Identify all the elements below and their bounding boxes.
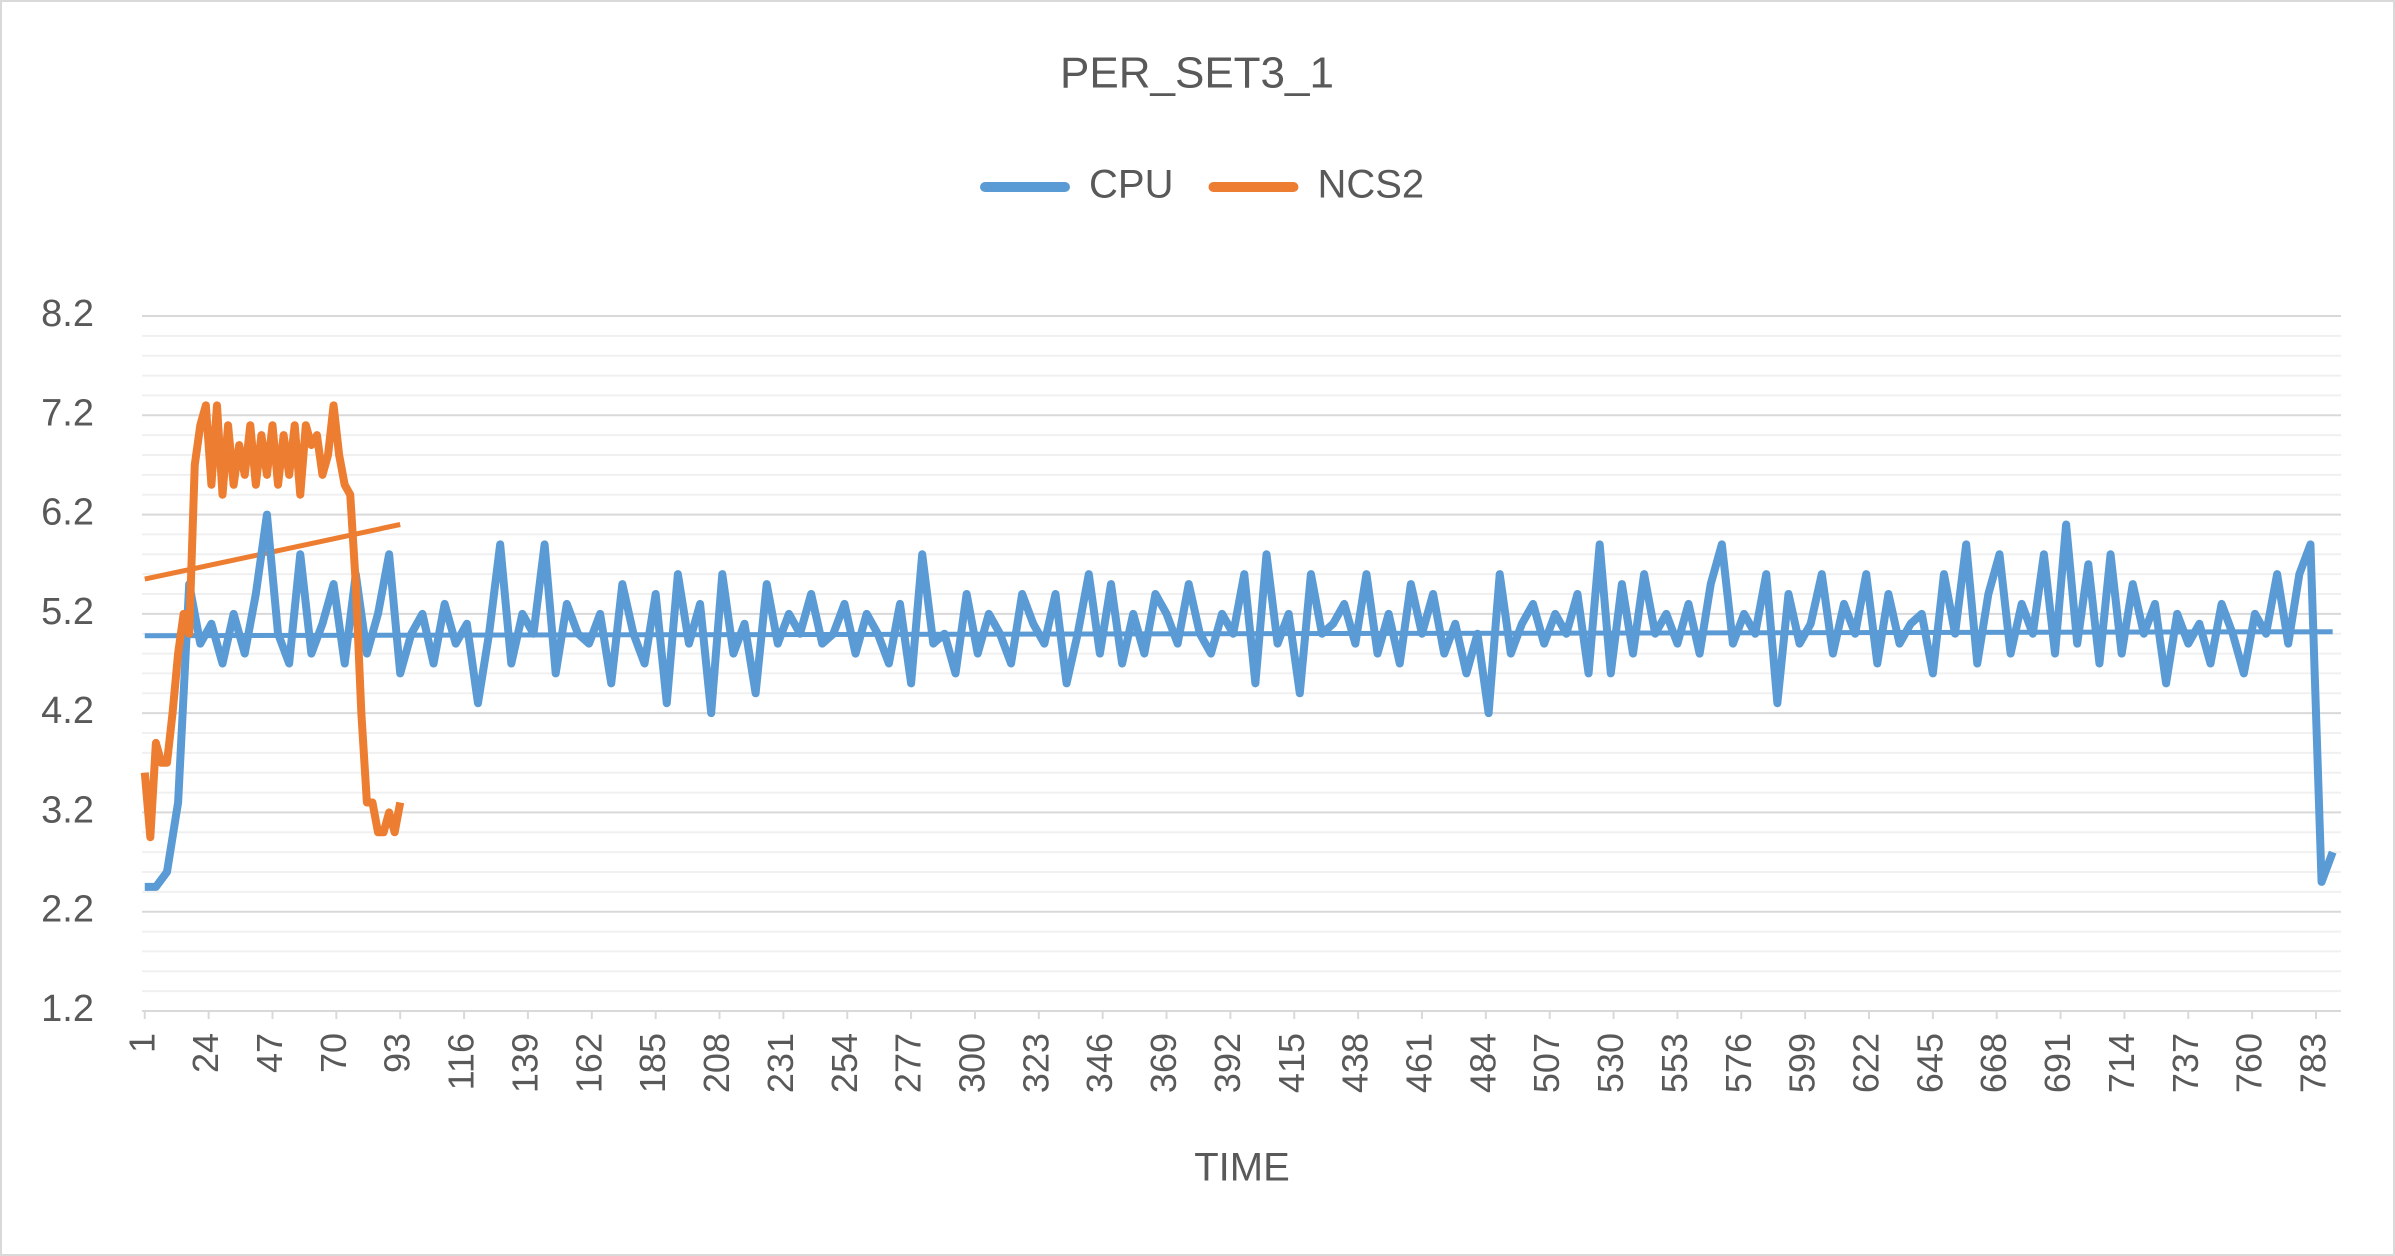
x-tick-label: 93 <box>377 1033 418 1073</box>
x-tick-label: 599 <box>1782 1033 1823 1093</box>
x-tick-label: 24 <box>185 1033 226 1073</box>
x-tick-label: 369 <box>1143 1033 1184 1093</box>
y-tick-label: 3.2 <box>41 789 94 831</box>
x-tick-label: 507 <box>1526 1033 1567 1093</box>
series-line <box>144 510 2337 891</box>
x-tick-label: 645 <box>1909 1033 1950 1093</box>
x-tick-label: 691 <box>2037 1033 2078 1093</box>
x-axis-label: TIME <box>1194 1146 1290 1190</box>
x-tick-label: 438 <box>1335 1033 1376 1093</box>
x-tick-label: 737 <box>2165 1033 2206 1093</box>
legend-label: CPU <box>1089 163 1173 207</box>
x-tick-label: 553 <box>1654 1033 1695 1093</box>
x-tick-label: 415 <box>1271 1033 1312 1093</box>
y-tick-label: 7.2 <box>41 392 94 434</box>
y-tick-label: 4.2 <box>41 690 94 732</box>
x-tick-label: 346 <box>1079 1033 1120 1093</box>
x-tick-label: 760 <box>2229 1033 2270 1093</box>
y-tick-label: 8.2 <box>41 293 94 335</box>
x-tick-label: 185 <box>632 1033 673 1093</box>
x-tick-label: 116 <box>441 1033 482 1090</box>
x-tick-label: 300 <box>951 1033 992 1093</box>
x-tick-label: 323 <box>1015 1033 1056 1093</box>
y-tick-label: 1.2 <box>41 988 94 1030</box>
x-tick-label: 392 <box>1207 1033 1248 1093</box>
x-tick-label: 1 <box>121 1033 162 1053</box>
x-tick-label: 254 <box>824 1033 865 1093</box>
chart-title: PER_SET3_1 <box>1060 49 1334 98</box>
series-line <box>140 401 405 842</box>
x-tick-label: 47 <box>249 1033 290 1073</box>
x-tick-label: 208 <box>696 1033 737 1093</box>
y-tick-label: 5.2 <box>41 591 94 633</box>
x-tick-label: 139 <box>504 1033 545 1093</box>
x-tick-label: 622 <box>1846 1033 1887 1093</box>
x-tick-label: 461 <box>1398 1033 1439 1093</box>
x-tick-label: 668 <box>1973 1033 2014 1093</box>
x-tick-label: 714 <box>2101 1033 2142 1093</box>
x-tick-label: 162 <box>568 1033 609 1093</box>
x-tick-label: 783 <box>2293 1033 2334 1093</box>
y-tick-label: 6.2 <box>41 492 94 534</box>
y-tick-label: 2.2 <box>41 889 94 931</box>
x-tick-label: 576 <box>1718 1033 1759 1093</box>
x-tick-label: 231 <box>760 1033 801 1093</box>
x-tick-label: 277 <box>888 1033 929 1093</box>
legend-label: NCS2 <box>1317 163 1424 207</box>
x-tick-label: 530 <box>1590 1033 1631 1093</box>
x-tick-label: 70 <box>313 1033 354 1073</box>
x-tick-label: 484 <box>1462 1033 1503 1093</box>
